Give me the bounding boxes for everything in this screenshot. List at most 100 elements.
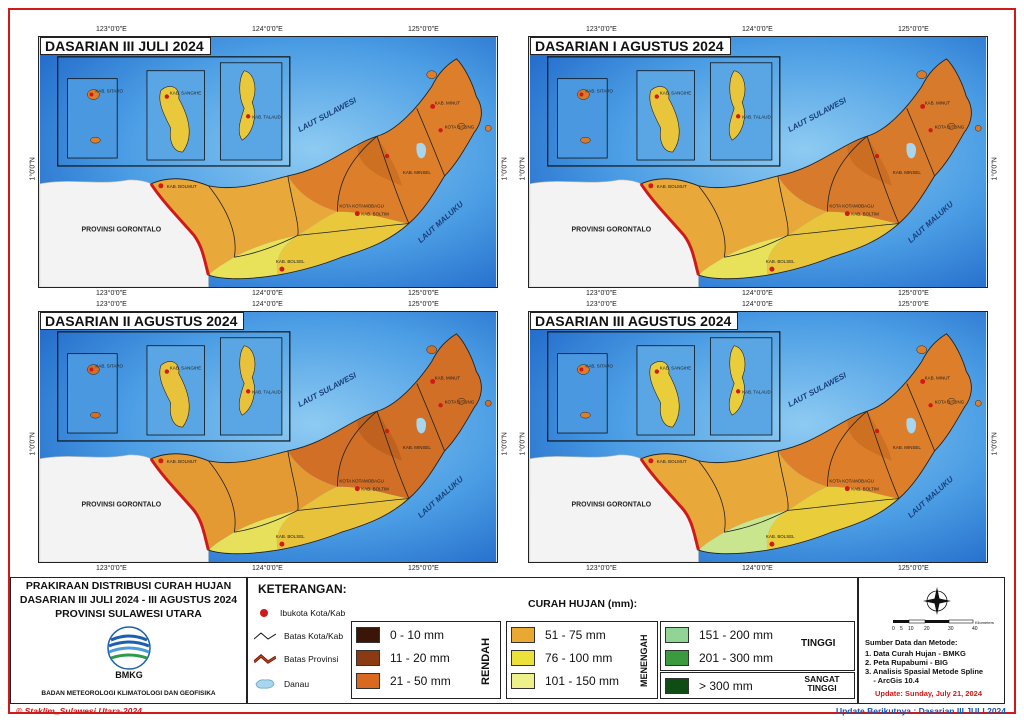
panel-title: DASARIAN III AGUSTUS 2024 <box>530 312 739 330</box>
svg-text:KAB. BOLTIM: KAB. BOLTIM <box>361 487 389 492</box>
svg-text:KAB. MINSEL: KAB. MINSEL <box>403 445 431 450</box>
swatch <box>356 627 380 643</box>
svg-text:KAB. MINSEL: KAB. MINSEL <box>893 445 921 450</box>
svg-text:KAB. MINSEL: KAB. MINSEL <box>403 170 431 175</box>
longitude-label: 123°0'0"E <box>96 301 127 308</box>
latitude-label: 1°0'0"N <box>501 157 509 181</box>
svg-text:KOTA KOTAMOBAGU: KOTA KOTAMOBAGU <box>829 204 873 209</box>
source-item: 2. Peta Rupabumi - BIG <box>865 658 948 667</box>
map-panel-3: LAUT SULAWESI LAUT MALUKU PROVINSI GORON… <box>38 311 498 563</box>
city-boundary <box>297 498 409 511</box>
rain-zone-east <box>777 58 972 224</box>
svg-text:KAB. TALAUD: KAB. TALAUD <box>742 114 771 119</box>
latitude-label: 1°0'0"N <box>29 432 37 456</box>
rain-zone-south <box>698 510 788 554</box>
map-svg: LAUT SULAWESI LAUT MALUKU PROVINSI GORON… <box>38 311 498 563</box>
legend-city-boundary: Batas Kota/Kab <box>254 631 343 641</box>
swatch <box>511 650 535 666</box>
title-block: PRAKIRAAN DISTRIBUSI CURAH HUJAN DASARIA… <box>10 577 247 704</box>
scale-tick: 0 <box>892 626 895 632</box>
province-boundary <box>149 457 210 551</box>
longitude-label: 123°0'0"E <box>586 565 617 572</box>
city-markers <box>89 92 443 272</box>
svg-text:KAB. BOLTIM: KAB. BOLTIM <box>361 212 389 217</box>
source-item: 3. Analisis Spasial Metode Spline <box>865 667 984 676</box>
rain-zone-dark <box>357 136 402 186</box>
group-label-menengah: MENENGAH <box>639 634 649 688</box>
svg-text:KOTA BITUNG: KOTA BITUNG <box>935 399 965 404</box>
rain-zone-dark <box>357 411 402 461</box>
source-block: 0 5 10 20 30 40 Kilometers Sumber Data dan Met… <box>858 577 1005 704</box>
copyright-footer: © Staklim_Sulawesi Utara-2024 <box>16 706 142 716</box>
longitude-label: 125°0'0"E <box>898 301 929 308</box>
longitude-label: 124°0'0"E <box>742 565 773 572</box>
legend-heading: KETERANGAN: <box>258 582 347 596</box>
rain-zone-middle <box>276 211 409 276</box>
city-boundary <box>287 175 299 236</box>
lake-tondano <box>906 417 917 434</box>
rain-zone-west <box>640 450 828 551</box>
svg-text:KAB. BOLTIM: KAB. BOLTIM <box>851 212 879 217</box>
place-labels: KAB. BOLMUT KAB. BOLSEL KAB. BOLTIM KOTA… <box>585 89 964 265</box>
longitude-label: 123°0'0"E <box>586 301 617 308</box>
place-labels: KAB. BOLMUT KAB. BOLSEL KAB. BOLTIM KOTA… <box>95 364 474 540</box>
svg-text:KOTA KOTAMOBAGU: KOTA KOTAMOBAGU <box>339 479 383 484</box>
longitude-label: 124°0'0"E <box>742 26 773 33</box>
svg-text:KAB. BOLMUT: KAB. BOLMUT <box>167 184 197 189</box>
lake-icon <box>255 679 275 689</box>
islands <box>426 70 492 132</box>
legend-class: 76 - 100 mm <box>511 648 653 668</box>
rain-zone-middle <box>766 211 899 276</box>
longitude-label: 124°0'0"E <box>252 301 283 308</box>
city-boundary <box>866 411 900 499</box>
source-list: 1. Data Curah Hujan - BMKG 2. Peta Rupab… <box>865 649 983 685</box>
group-label-rendah: RENDAH <box>480 637 492 685</box>
city-boundary <box>376 411 410 499</box>
legend-province-boundary: Batas Provinsi <box>254 654 338 664</box>
svg-text:KAB. BOLSEL: KAB. BOLSEL <box>766 534 795 539</box>
legend-lake: Danau <box>254 678 309 690</box>
svg-text:KOTA KOTAMOBAGU: KOTA KOTAMOBAGU <box>829 479 873 484</box>
lake-tondano <box>416 142 427 159</box>
svg-text:KAB. MINUT: KAB. MINUT <box>435 375 461 380</box>
city-boundary <box>337 135 378 212</box>
legend-class: 51 - 75 mm <box>511 625 653 645</box>
rainfall-heading: CURAH HUJAN (mm): <box>528 598 638 610</box>
islands <box>916 70 982 132</box>
latitude-label: 1°0'0"N <box>29 157 37 181</box>
longitude-label: 125°0'0"E <box>408 290 439 297</box>
svg-text:KOTA BITUNG: KOTA BITUNG <box>445 124 475 129</box>
rain-zone-west <box>150 175 338 276</box>
thin-line-icon <box>254 632 276 640</box>
map-svg: LAUT SULAWESI LAUT MALUKU PROVINSI GORON… <box>38 36 498 288</box>
province-boundary <box>639 182 700 276</box>
city-boundary <box>787 498 899 511</box>
rain-zone-west <box>150 450 338 551</box>
svg-text:KAB. TALAUD: KAB. TALAUD <box>252 389 281 394</box>
city-boundary <box>827 135 868 212</box>
svg-text:KAB. MINSEL: KAB. MINSEL <box>893 170 921 175</box>
inset-frame <box>547 56 781 167</box>
city-markers <box>579 367 933 547</box>
svg-text:KAB. BOLSEL: KAB. BOLSEL <box>766 259 795 264</box>
scale-bar <box>893 619 974 624</box>
city-boundary <box>287 450 299 511</box>
svg-text:KAB. BOLMUT: KAB. BOLMUT <box>657 184 687 189</box>
longitude-label: 125°0'0"E <box>898 565 929 572</box>
city-boundary <box>827 410 868 487</box>
legend-group-rendah: 0 - 10 mm 11 - 20 mm 21 - 50 mm RENDAH <box>351 621 501 699</box>
north-arrow-icon <box>923 587 951 615</box>
scale-tick: 30 <box>948 626 954 632</box>
svg-text:KAB. SANGIHE: KAB. SANGIHE <box>660 91 691 96</box>
red-dot-icon <box>260 609 268 617</box>
swatch <box>356 650 380 666</box>
svg-text:KAB. MINUT: KAB. MINUT <box>925 100 951 105</box>
rain-zone-west <box>640 175 828 276</box>
longitude-label: 125°0'0"E <box>408 26 439 33</box>
bmkg-logo: BMKG <box>107 626 151 680</box>
city-boundary <box>337 410 378 487</box>
legend-class: 101 - 150 mm <box>511 671 653 691</box>
city-boundary <box>376 136 410 224</box>
city-boundary <box>234 510 298 533</box>
group-label-tinggi: TINGGI <box>801 638 836 649</box>
